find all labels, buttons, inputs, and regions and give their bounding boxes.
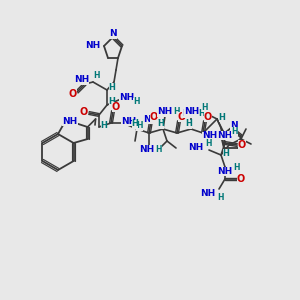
Text: NH: NH — [218, 130, 232, 140]
Text: O: O — [237, 174, 245, 184]
Text: O: O — [80, 107, 88, 117]
Text: H: H — [206, 140, 212, 148]
Text: H: H — [173, 107, 179, 116]
Text: O: O — [204, 112, 212, 122]
Text: NH: NH — [140, 145, 154, 154]
Text: H: H — [100, 121, 107, 130]
Text: NH: NH — [85, 41, 100, 50]
Text: H: H — [231, 127, 238, 136]
Text: H: H — [223, 148, 230, 158]
Text: NH: NH — [62, 116, 78, 125]
Text: NH: NH — [143, 115, 159, 124]
Text: H: H — [198, 109, 205, 118]
Text: N: N — [230, 122, 238, 130]
Text: NH: NH — [184, 106, 199, 116]
Text: NH: NH — [122, 116, 136, 125]
Text: H: H — [219, 112, 225, 122]
Text: H: H — [136, 122, 142, 130]
Text: O: O — [112, 102, 120, 112]
Text: NH: NH — [218, 167, 232, 176]
Text: NH: NH — [188, 143, 203, 152]
Text: NH: NH — [119, 92, 135, 101]
Text: NH: NH — [182, 109, 198, 118]
Text: H: H — [186, 119, 192, 128]
Text: N: N — [109, 29, 117, 38]
Text: H: H — [94, 71, 100, 80]
Text: H: H — [218, 193, 224, 202]
Text: H: H — [109, 82, 116, 91]
Text: H: H — [157, 119, 164, 128]
Text: H: H — [233, 163, 239, 172]
Text: O: O — [69, 89, 77, 99]
Text: NH: NH — [200, 188, 215, 197]
Text: NH: NH — [202, 131, 217, 140]
Text: O: O — [150, 112, 158, 122]
Text: O: O — [178, 112, 186, 122]
Text: H: H — [202, 103, 208, 112]
Text: H: H — [133, 98, 140, 106]
Text: H: H — [132, 119, 138, 128]
Text: NH: NH — [74, 76, 89, 85]
Text: O: O — [238, 140, 246, 150]
Text: H: H — [155, 145, 161, 154]
Text: H: H — [109, 98, 116, 106]
Text: H: H — [158, 119, 164, 128]
Text: NH: NH — [158, 107, 172, 116]
